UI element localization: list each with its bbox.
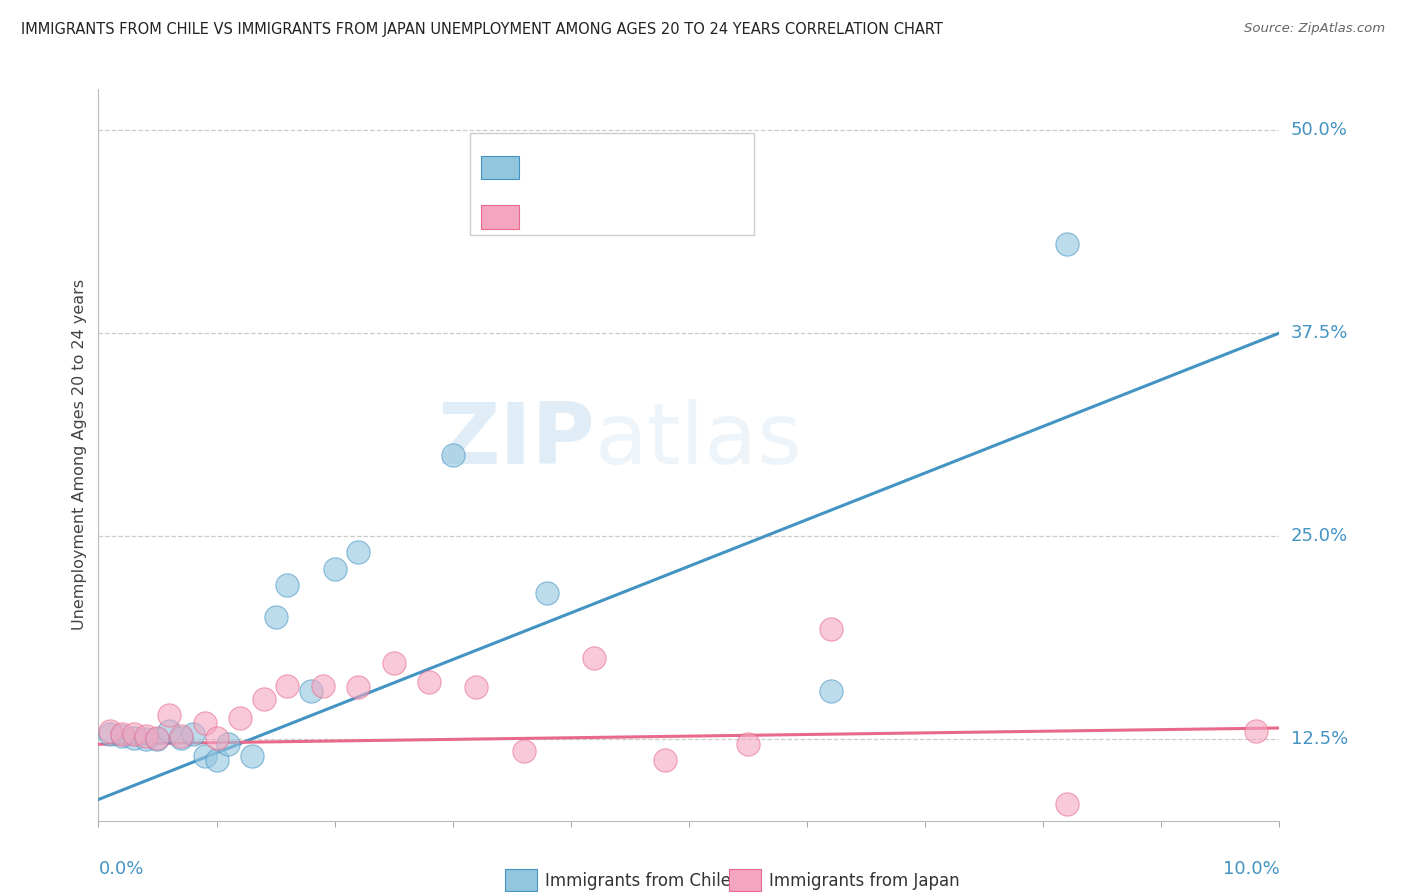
Point xyxy=(194,748,217,763)
Point xyxy=(98,727,121,741)
Point xyxy=(820,622,842,636)
Point xyxy=(229,711,252,725)
Text: Source: ZipAtlas.com: Source: ZipAtlas.com xyxy=(1244,22,1385,36)
Y-axis label: Unemployment Among Ages 20 to 24 years: Unemployment Among Ages 20 to 24 years xyxy=(72,279,87,631)
Text: 12.5%: 12.5% xyxy=(1291,731,1348,748)
Text: 10.0%: 10.0% xyxy=(1223,860,1279,878)
Point xyxy=(1244,724,1267,739)
Point xyxy=(146,732,169,747)
Point xyxy=(1056,797,1078,812)
FancyBboxPatch shape xyxy=(481,205,519,229)
Point xyxy=(276,679,298,693)
Point xyxy=(170,729,193,743)
Point xyxy=(418,675,440,690)
Point xyxy=(111,727,134,741)
Text: 0.0%: 0.0% xyxy=(98,860,143,878)
Point xyxy=(253,691,276,706)
Text: atlas: atlas xyxy=(595,399,803,482)
Text: ZIP: ZIP xyxy=(437,399,595,482)
Point xyxy=(194,716,217,731)
Point xyxy=(135,729,157,743)
Point xyxy=(240,748,263,763)
Point xyxy=(122,731,145,745)
Text: N = 21: N = 21 xyxy=(659,159,721,177)
Point xyxy=(146,731,169,745)
Text: 50.0%: 50.0% xyxy=(1291,120,1347,139)
Point xyxy=(111,729,134,743)
Point xyxy=(170,731,193,745)
Point xyxy=(122,727,145,741)
Point xyxy=(1056,236,1078,251)
Point xyxy=(323,562,346,576)
Point xyxy=(312,679,335,693)
Text: IMMIGRANTS FROM CHILE VS IMMIGRANTS FROM JAPAN UNEMPLOYMENT AMONG AGES 20 TO 24 : IMMIGRANTS FROM CHILE VS IMMIGRANTS FROM… xyxy=(21,22,943,37)
Point xyxy=(299,683,322,698)
Point xyxy=(181,727,204,741)
Text: R = 0.733: R = 0.733 xyxy=(531,159,616,177)
Point xyxy=(205,754,228,768)
Text: 25.0%: 25.0% xyxy=(1291,527,1348,545)
Point xyxy=(157,708,180,723)
FancyBboxPatch shape xyxy=(730,869,761,891)
Point xyxy=(98,724,121,739)
Point xyxy=(382,656,405,670)
Text: N = 24: N = 24 xyxy=(659,208,721,227)
Point xyxy=(276,578,298,592)
Point xyxy=(441,448,464,462)
FancyBboxPatch shape xyxy=(481,156,519,179)
FancyBboxPatch shape xyxy=(505,869,537,891)
Point xyxy=(157,724,180,739)
Point xyxy=(347,545,370,559)
Text: Immigrants from Chile: Immigrants from Chile xyxy=(546,871,731,889)
Text: Immigrants from Japan: Immigrants from Japan xyxy=(769,871,960,889)
Point xyxy=(654,754,676,768)
Point xyxy=(135,732,157,747)
Point xyxy=(536,586,558,600)
Text: R = 0.224: R = 0.224 xyxy=(531,208,616,227)
Point xyxy=(217,737,239,751)
Point xyxy=(512,744,534,758)
Point xyxy=(205,731,228,745)
Point xyxy=(465,681,488,695)
Point xyxy=(264,610,287,624)
FancyBboxPatch shape xyxy=(471,133,754,235)
Point xyxy=(347,681,370,695)
Text: 37.5%: 37.5% xyxy=(1291,324,1348,342)
Point xyxy=(737,737,759,751)
Point xyxy=(820,683,842,698)
Point xyxy=(583,651,606,665)
